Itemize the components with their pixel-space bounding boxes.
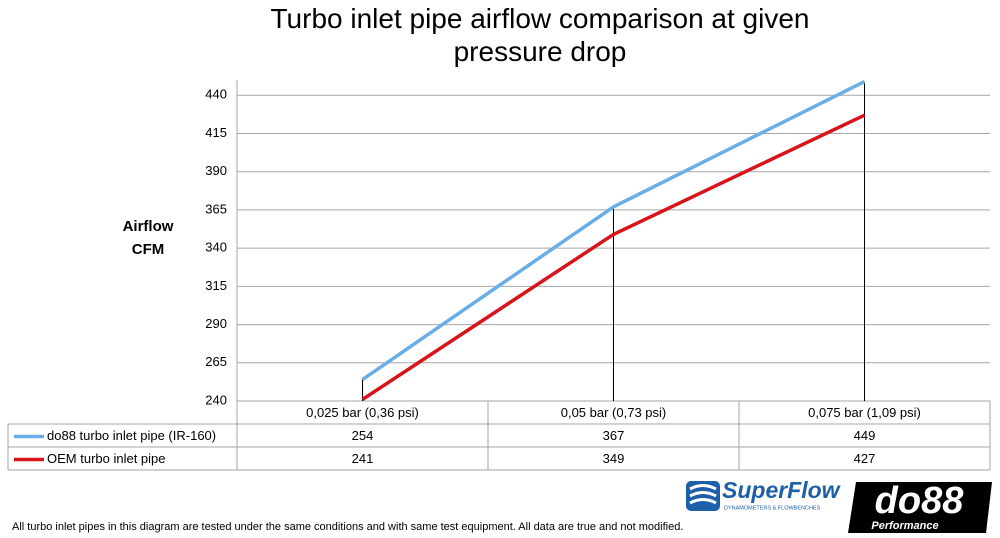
x-tick-label: 0,05 bar (0,73 psi) (561, 405, 667, 420)
legend-label: OEM turbo inlet pipe (47, 451, 166, 466)
y-tick-label: 340 (205, 240, 227, 255)
table-value: 449 (854, 428, 876, 443)
do88-badge (848, 482, 992, 533)
table-value: 367 (603, 428, 625, 443)
y-tick-label: 440 (205, 87, 227, 102)
do88-tagline: Performance (871, 520, 938, 532)
series-line (361, 113, 866, 401)
table-value: 254 (352, 428, 374, 443)
y-tick-label: 290 (205, 316, 227, 331)
do88-name: do88 (875, 480, 965, 522)
legend-label: do88 turbo inlet pipe (IR-160) (47, 428, 216, 443)
y-axis-label: Airflow CFM (122, 218, 174, 258)
superflow-tagline: DYNAMOMETERS & FLOWBENCHES (724, 505, 821, 511)
table-value: 349 (603, 451, 625, 466)
y-tick-label: 390 (205, 163, 227, 178)
footnote: All turbo inlet pipes in this diagram ar… (12, 521, 683, 533)
table-value: 427 (854, 451, 876, 466)
y-tick-label: 265 (205, 354, 227, 369)
superflow-icon-stripes (689, 484, 717, 505)
y-tick-label: 415 (205, 125, 227, 140)
superflow-name: SuperFlow (722, 477, 842, 503)
do88-logo: do88 Performance (848, 480, 992, 533)
x-tick-label: 0,075 bar (1,09 psi) (808, 405, 921, 420)
chart-title: Turbo inlet pipe airflow comparison at g… (270, 3, 810, 67)
y-tick-label: 365 (205, 201, 227, 216)
y-tick-label: 315 (205, 278, 227, 293)
y-tick-label: 240 (205, 392, 227, 407)
x-tick-label: 0,025 bar (0,36 psi) (306, 405, 419, 420)
superflow-logo: SuperFlow DYNAMOMETERS & FLOWBENCHES (686, 477, 842, 511)
series-line (361, 79, 866, 382)
table-value: 241 (352, 451, 374, 466)
